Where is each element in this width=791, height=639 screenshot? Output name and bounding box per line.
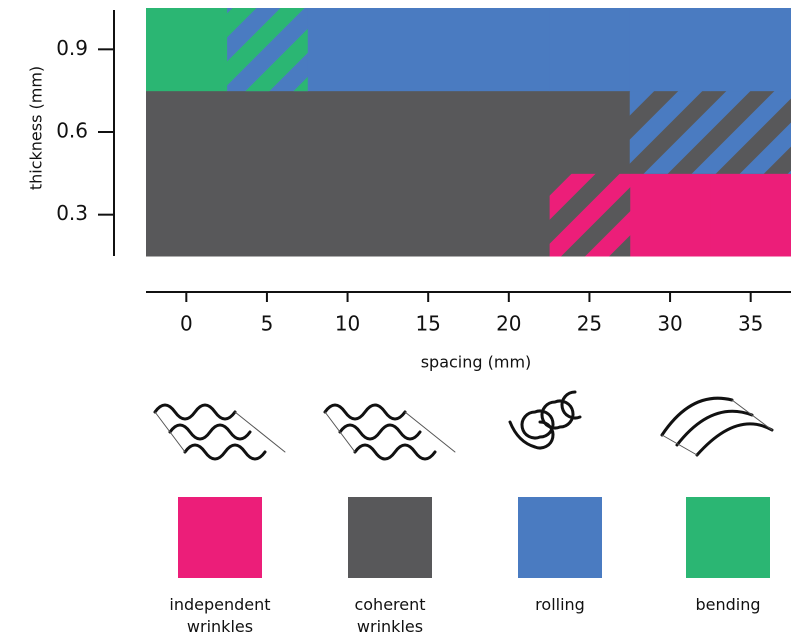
hatched-cell — [630, 91, 711, 174]
cell — [146, 91, 227, 174]
hatched-cell — [227, 8, 308, 91]
cell — [630, 173, 711, 256]
hatched-cell — [549, 173, 630, 256]
legend-label: rolling — [500, 594, 620, 616]
cell — [549, 91, 630, 174]
chart: spacing (mm) thickness (mm) 0 5 10 15 20 25 30… — [0, 0, 791, 639]
legend-label: independent wrinkles — [164, 594, 276, 638]
legend-swatch — [518, 497, 602, 578]
legend-label: coherent wrinkles — [334, 594, 446, 638]
x-tick-label: 10 — [335, 312, 360, 336]
cell — [388, 8, 469, 91]
cell — [146, 173, 227, 256]
cell — [307, 91, 388, 174]
legend-swatch — [686, 497, 770, 578]
cell — [146, 8, 227, 91]
icon-coherent-wrinkles — [325, 405, 455, 459]
cell — [388, 173, 469, 256]
icon-independent-wrinkles — [155, 405, 285, 459]
legend-swatch — [178, 497, 262, 578]
x-axis-label: spacing (mm) — [421, 353, 532, 372]
x-tick-label: 25 — [577, 312, 602, 336]
page: {"chart_data": {"type": "heatmap", "xlab… — [0, 0, 791, 639]
cell — [630, 8, 711, 91]
x-tick-label: 5 — [261, 312, 274, 336]
icon-rolling — [510, 392, 580, 448]
y-axis-label: thickness (mm) — [27, 66, 46, 190]
cell — [710, 173, 791, 256]
cell — [227, 173, 308, 256]
cell — [307, 173, 388, 256]
legend-label: bending — [668, 594, 788, 616]
cell — [469, 91, 550, 174]
cells — [146, 8, 791, 257]
cell — [469, 8, 550, 91]
legend-swatch — [348, 497, 432, 578]
x-tick-label: 15 — [415, 312, 440, 336]
cell — [469, 173, 550, 256]
y-tick-label: 0.3 — [56, 201, 88, 225]
icon-bending — [662, 398, 772, 455]
cell — [307, 8, 388, 91]
cell — [388, 91, 469, 174]
y-tick-label: 0.6 — [56, 119, 88, 143]
x-tick-label: 35 — [738, 312, 763, 336]
hatched-cell — [710, 91, 791, 174]
x-tick-label: 0 — [180, 312, 193, 336]
y-tick-label: 0.9 — [56, 36, 88, 60]
x-tick-label: 30 — [657, 312, 682, 336]
cell — [710, 8, 791, 91]
x-tick-label: 20 — [496, 312, 521, 336]
cell — [549, 8, 630, 91]
cell — [227, 91, 308, 174]
